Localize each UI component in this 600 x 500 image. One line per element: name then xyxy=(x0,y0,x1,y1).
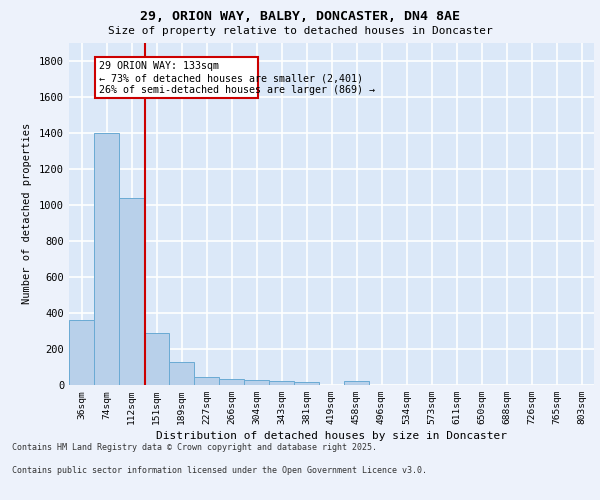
Bar xyxy=(119,198,144,385)
X-axis label: Distribution of detached houses by size in Doncaster: Distribution of detached houses by size … xyxy=(156,432,507,442)
Bar xyxy=(169,362,194,385)
Text: 29 ORION WAY: 133sqm: 29 ORION WAY: 133sqm xyxy=(99,61,219,71)
Text: ← 73% of detached houses are smaller (2,401): ← 73% of detached houses are smaller (2,… xyxy=(99,73,363,83)
Bar xyxy=(194,377,219,385)
Y-axis label: Number of detached properties: Number of detached properties xyxy=(22,123,32,304)
Text: Contains public sector information licensed under the Open Government Licence v3: Contains public sector information licen… xyxy=(12,466,427,475)
Text: Size of property relative to detached houses in Doncaster: Size of property relative to detached ho… xyxy=(107,26,493,36)
Bar xyxy=(94,132,119,385)
Bar xyxy=(269,382,294,385)
FancyBboxPatch shape xyxy=(95,57,258,98)
Bar xyxy=(69,320,94,385)
Text: 29, ORION WAY, BALBY, DONCASTER, DN4 8AE: 29, ORION WAY, BALBY, DONCASTER, DN4 8AE xyxy=(140,10,460,23)
Text: Contains HM Land Registry data © Crown copyright and database right 2025.: Contains HM Land Registry data © Crown c… xyxy=(12,442,377,452)
Bar xyxy=(219,378,244,385)
Bar xyxy=(244,380,269,385)
Text: 26% of semi-detached houses are larger (869) →: 26% of semi-detached houses are larger (… xyxy=(99,86,375,96)
Bar xyxy=(344,382,369,385)
Bar xyxy=(294,382,319,385)
Bar xyxy=(144,332,169,385)
